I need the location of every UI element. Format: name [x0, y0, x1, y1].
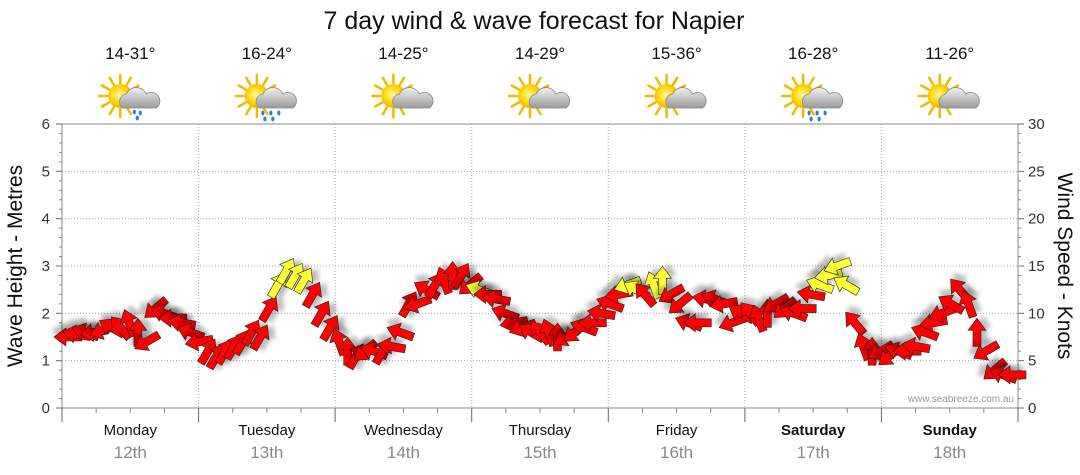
right-tick-label: 20: [1028, 211, 1045, 228]
wind-arrow: [128, 327, 162, 351]
plot-area: 0 1 2 3 4 5 6 0 5 10 15 20 25 30: [42, 116, 1045, 417]
right-tick-label: 15: [1028, 258, 1045, 275]
x-axis-labels: Monday 12th Tuesday 13th Wednesday 14th Thursd…: [61, 408, 1019, 462]
sun-cloud-rain-icon: [98, 73, 161, 121]
right-tick-label: 5: [1028, 353, 1036, 370]
day-date-label: 15th: [523, 443, 556, 462]
day-name-label: Monday: [104, 422, 158, 439]
wind-arrow: [958, 285, 982, 319]
day-temperature: 11-26°: [925, 44, 974, 63]
wind-arrow: [575, 307, 607, 333]
wind-arrow: [900, 330, 931, 356]
day-name-label: Friday: [656, 422, 698, 439]
left-tick-label: 2: [42, 305, 50, 322]
wind-arrow: [785, 293, 817, 319]
day-temperature: 14-29°: [515, 44, 565, 63]
wind-arrow: [301, 281, 329, 309]
left-axis-title: Wave Height - Metres: [4, 165, 27, 367]
sun-cloud-icon: [507, 73, 570, 119]
left-tick-label: 0: [42, 400, 50, 417]
day-name-label: Thursday: [509, 422, 572, 439]
day-temperature: 15-36°: [651, 44, 701, 63]
wind-arrow: [819, 252, 853, 276]
wind-arrow: [258, 296, 285, 324]
sun-cloud-showers-icon: [780, 73, 844, 122]
wind-arrow: [310, 300, 337, 328]
wind-arrow: [833, 269, 861, 296]
wind-arrow: [181, 327, 214, 352]
left-axis-ticks: 0 1 2 3 4 5 6: [42, 116, 62, 417]
wind-arrow: [249, 324, 276, 352]
day-date-label: 13th: [250, 443, 283, 462]
day-date-label: 14th: [387, 443, 420, 462]
wind-arrow: [968, 337, 1001, 361]
left-tick-label: 1: [42, 353, 50, 370]
sun-cloud-icon: [917, 73, 980, 119]
wind-arrow: [938, 288, 966, 315]
left-tick-label: 3: [42, 258, 50, 275]
wind-arrow: [845, 305, 870, 337]
wind-arrows: [51, 252, 1027, 385]
left-tick-label: 6: [42, 116, 50, 133]
wind-arrow: [386, 316, 416, 342]
watermark: www.seabreeze.com.au: [907, 394, 1014, 405]
wind-arrow: [663, 289, 694, 314]
wind-arrow: [795, 278, 826, 304]
right-tick-label: 25: [1028, 163, 1045, 180]
day-headers: 14-31° 16-24° 14-25° 14-29° 15-36° 16-28° 11-2…: [98, 44, 980, 122]
sun-cloud-icon: [644, 73, 707, 119]
day-date-label: 18th: [933, 443, 966, 462]
day-name-label: Saturday: [781, 422, 846, 439]
wind-arrow: [680, 307, 712, 333]
day-name-label: Wednesday: [364, 422, 443, 439]
left-tick-label: 4: [42, 211, 50, 228]
wind-arrow: [319, 314, 346, 343]
right-tick-label: 10: [1028, 305, 1045, 322]
day-name-label: Tuesday: [238, 422, 295, 439]
day-temperature: 16-24°: [242, 44, 292, 63]
wind-arrow: [293, 267, 320, 295]
right-tick-label: 30: [1028, 116, 1045, 133]
day-date-label: 16th: [660, 443, 693, 462]
day-temperature: 14-25°: [378, 44, 428, 63]
day-temperature: 16-28°: [788, 44, 838, 63]
sun-cloud-showers-icon: [234, 73, 297, 122]
sun-cloud-icon: [371, 73, 434, 119]
left-tick-label: 5: [42, 163, 50, 180]
right-axis-title: Wind Speed - Knots: [1053, 173, 1076, 360]
day-date-label: 12th: [114, 443, 147, 462]
right-axis-ticks: 0 5 10 15 20 25 30: [1018, 116, 1045, 417]
chart-title: 7 day wind & wave forecast for Napier: [323, 7, 744, 35]
wind-arrow: [585, 297, 617, 323]
wind-arrow: [375, 330, 407, 356]
day-name-label: Sunday: [923, 422, 978, 439]
right-tick-label: 0: [1028, 400, 1036, 417]
day-temperature: 14-31°: [105, 44, 155, 63]
day-date-label: 17th: [797, 443, 830, 462]
wind-arrow: [995, 359, 1027, 385]
